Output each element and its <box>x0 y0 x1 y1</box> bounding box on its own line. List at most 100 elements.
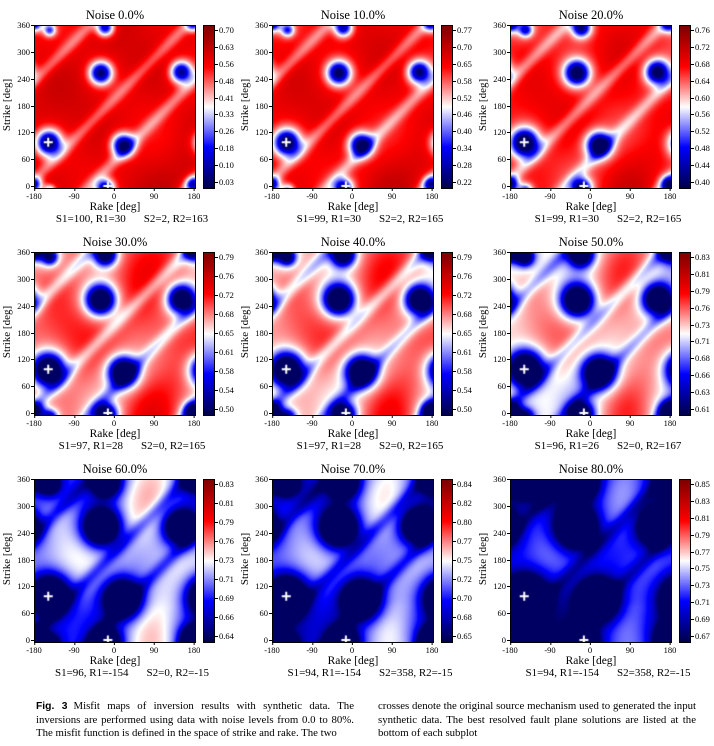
x-tick-label: 90 <box>387 188 397 201</box>
colorbar-tick-label: 0.46 <box>453 109 472 120</box>
x-tick-label: -180 <box>264 188 280 201</box>
y-tick-label: 240 <box>17 527 34 538</box>
y-tick-label: 0 <box>25 408 35 418</box>
colorbar-tick-label: 0.63 <box>691 387 710 398</box>
colorbar <box>203 252 215 416</box>
figure-caption-right: crosses denote the original source mecha… <box>378 700 696 741</box>
x-tick-label: 180 <box>425 188 439 201</box>
misfit-panel-noise-10: Noise 10.0% Strike [deg] 0 60 120 180 240 300… <box>238 8 476 235</box>
y-tick-label: 360 <box>493 20 510 30</box>
colorbar-tick-label: 0.77 <box>691 546 710 557</box>
colorbar <box>441 479 453 643</box>
colorbar-tick-label: 0.69 <box>215 593 234 603</box>
plot-area: Strike [deg] 0 60 120 180 240 300 360 -180 -90 0… <box>476 20 714 213</box>
y-tick-label: 60 <box>259 154 272 165</box>
y-tick-label: 240 <box>493 300 510 311</box>
x-tick-label: -180 <box>26 642 42 655</box>
colorbar-tick-label: 0.54 <box>453 385 472 395</box>
y-tick-label: 180 <box>493 327 510 338</box>
y-tick-label: 180 <box>255 100 272 111</box>
x-tick-label: 180 <box>663 415 677 428</box>
colorbar-tick-label: 0.72 <box>453 290 472 300</box>
x-tick-label: 90 <box>387 415 397 428</box>
x-axis-label: Rake [deg] <box>327 201 379 213</box>
x-tick-label: -90 <box>544 415 556 428</box>
x-tick-label: -90 <box>544 188 556 201</box>
panel-title: Noise 40.0% <box>320 235 386 249</box>
colorbar <box>679 252 691 416</box>
colorbar-tick-label: 0.28 <box>453 160 472 171</box>
colorbar-tick-label: 0.41 <box>215 92 234 103</box>
y-tick-label: 360 <box>255 247 272 257</box>
y-tick-label: 0 <box>501 408 511 418</box>
colorbar-tick-label: 0.70 <box>453 593 472 603</box>
colorbar-tick-label: 0.33 <box>215 109 234 120</box>
x-tick-label: 180 <box>663 188 677 201</box>
colorbar-tick-label: 0.72 <box>691 41 710 52</box>
x-axis-ticks: -180 -90 0 90 180 <box>26 415 200 428</box>
y-tick-label: 120 <box>255 354 272 365</box>
y-tick-label: 60 <box>259 608 272 619</box>
plot-area: Strike [deg] 0 60 120 180 240 300 360 -180 -90 0… <box>476 474 714 667</box>
x-tick-label: 0 <box>349 415 355 428</box>
y-tick-label: 60 <box>259 381 272 392</box>
plot-area: Strike [deg] 0 60 120 180 240 300 360 -180 -90 0… <box>0 247 238 440</box>
x-axis-label: Rake [deg] <box>327 655 379 667</box>
colorbar-tick-label: 0.79 <box>691 285 710 296</box>
y-tick-label: 300 <box>493 500 510 511</box>
x-tick-label: 0 <box>587 642 593 655</box>
colorbar-tick-label: 0.68 <box>691 353 710 364</box>
x-tick-label: 180 <box>425 642 439 655</box>
fault-plane-solution: S1=100, R1=30 S2=2, R2=163 <box>30 213 234 225</box>
colorbar-tick-label: 0.83 <box>691 495 710 506</box>
y-tick-label: 60 <box>497 154 510 165</box>
x-axis-ticks: -180 -90 0 90 180 <box>264 415 438 428</box>
x-tick-label: 0 <box>587 415 593 428</box>
colorbar-tick-label: 0.84 <box>453 479 472 489</box>
colorbar-tick-label: 0.79 <box>215 517 234 527</box>
colorbar-tick-label: 0.48 <box>691 143 710 154</box>
y-tick-label: 300 <box>493 46 510 57</box>
colorbar-tick-label: 0.71 <box>215 574 234 584</box>
x-axis-label: Rake [deg] <box>565 655 617 667</box>
y-tick-label: 60 <box>21 381 34 392</box>
x-tick-label: 0 <box>111 415 117 428</box>
y-tick-label: 120 <box>493 354 510 365</box>
colorbar-tick-label: 0.40 <box>691 177 710 187</box>
y-tick-label: 180 <box>17 100 34 111</box>
figure-number-label: Fig. 3 <box>36 701 68 712</box>
y-axis-ticks: 0 60 120 180 240 300 360 <box>0 20 35 191</box>
colorbar-tick-label: 0.68 <box>453 612 472 622</box>
y-tick-label: 180 <box>17 554 34 565</box>
x-tick-label: -90 <box>306 188 318 201</box>
y-tick-label: 0 <box>501 635 511 645</box>
y-axis-ticks: 0 60 120 180 240 300 360 <box>476 474 511 645</box>
x-tick-label: 180 <box>187 642 201 655</box>
y-tick-label: 120 <box>17 354 34 365</box>
fault-plane-solution: S1=99, R1=30 S2=2, R2=165 <box>506 213 710 225</box>
colorbar-tick-label: 0.76 <box>453 271 472 281</box>
x-tick-label: 90 <box>149 188 159 201</box>
x-tick-label: -90 <box>68 415 80 428</box>
panel-title: Noise 80.0% <box>558 462 624 476</box>
x-tick-label: 0 <box>587 188 593 201</box>
y-tick-label: 360 <box>493 247 510 257</box>
misfit-heatmap <box>510 479 672 643</box>
x-tick-label: 180 <box>187 415 201 428</box>
colorbar-tick-label: 0.60 <box>691 92 710 103</box>
colorbar-tick-label: 0.56 <box>691 109 710 120</box>
colorbar-ticks: 0.85 0.83 0.81 0.79 0.77 0.75 0.73 0.71 0.69 0.67 <box>691 479 714 641</box>
y-tick-label: 360 <box>17 247 34 257</box>
misfit-heatmap <box>34 25 196 189</box>
colorbar <box>203 479 215 643</box>
y-tick-label: 120 <box>255 127 272 138</box>
figure-caption: Fig. 3 Misfit maps of inversion results w… <box>36 700 696 741</box>
plane1-solution: S1=94, R1=-154 <box>287 667 361 679</box>
y-tick-label: 60 <box>21 154 34 165</box>
x-tick-label: 90 <box>625 642 635 655</box>
colorbar-tick-label: 0.68 <box>215 309 234 319</box>
x-tick-label: 180 <box>663 642 677 655</box>
colorbar-tick-label: 0.65 <box>453 58 472 69</box>
colorbar-tick-label: 0.18 <box>215 143 234 154</box>
